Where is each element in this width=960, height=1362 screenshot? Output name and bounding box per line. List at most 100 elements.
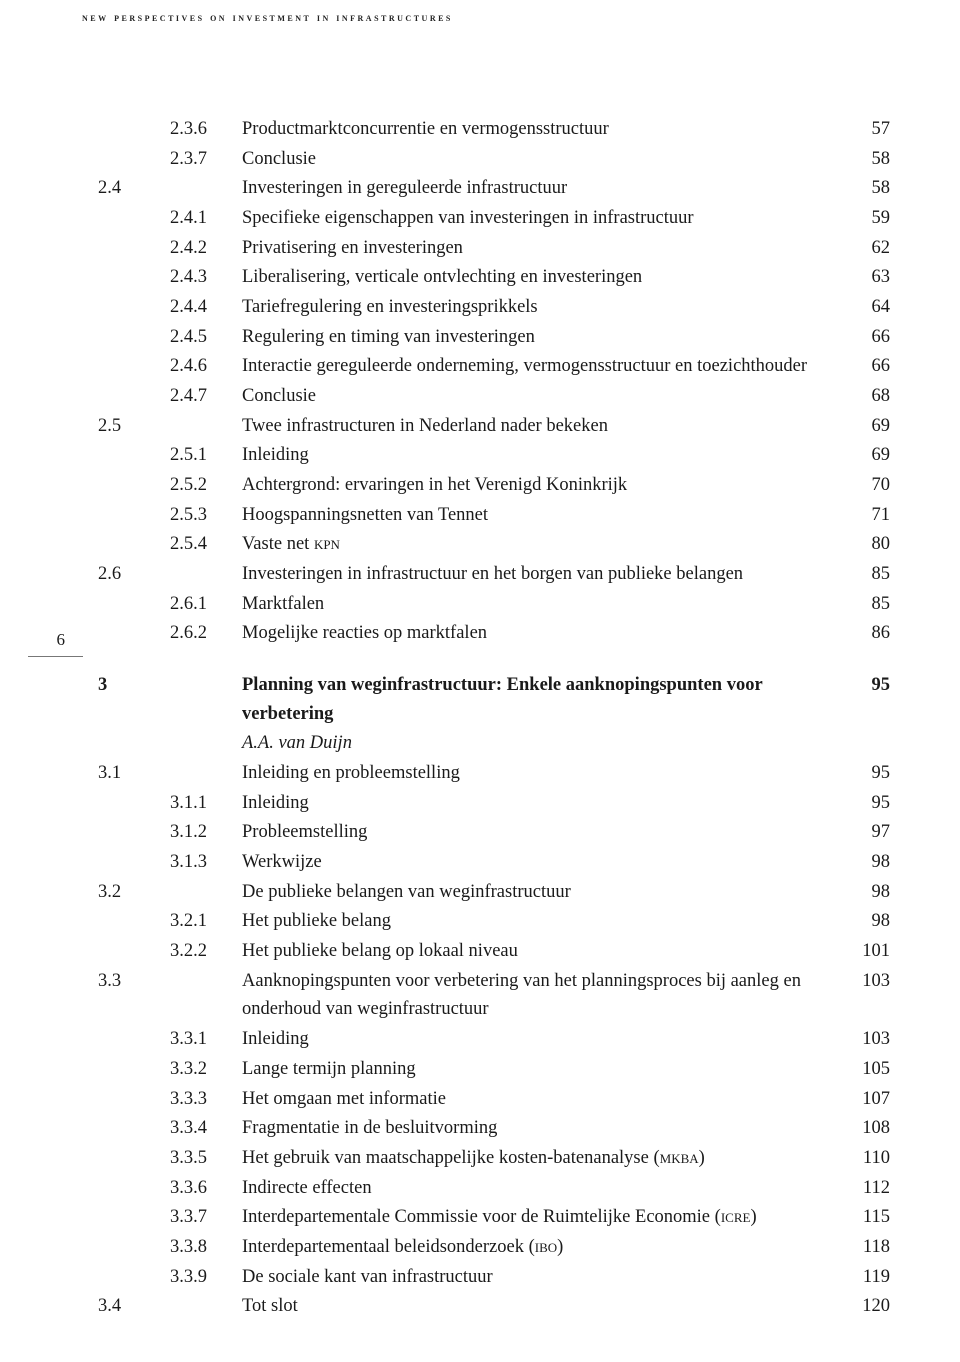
toc-entry-title: Tariefregulering en investeringsprikkels xyxy=(242,293,840,322)
toc-row: 3.1Inleiding en probleemstelling95 xyxy=(170,759,890,788)
toc-row: 2.3.7Conclusie58 xyxy=(170,145,890,174)
toc-row: 3.2.2Het publieke belang op lokaal nivea… xyxy=(170,937,890,966)
toc-entry-number: 2.5.4 xyxy=(170,530,242,559)
toc-entry-number: 2.3.7 xyxy=(170,145,242,174)
toc-entry-number: 2.6 xyxy=(98,560,242,589)
toc-row: 2.4.4Tariefregulering en investeringspri… xyxy=(170,293,890,322)
toc-row: 3.3.4Fragmentatie in de besluitvorming10… xyxy=(170,1114,890,1143)
toc-entry-title: Privatisering en investeringen xyxy=(242,234,840,263)
toc-row: 2.6.2Mogelijke reacties op marktfalen86 xyxy=(170,619,890,648)
toc-entry-number: 2.4 xyxy=(98,174,242,203)
toc-entry-page: 58 xyxy=(840,145,890,174)
toc-row: 2.4.5Regulering en timing van investerin… xyxy=(170,323,890,352)
toc-entry-page: 112 xyxy=(840,1174,890,1203)
toc-entry-page: 98 xyxy=(840,878,890,907)
toc-entry-title: Planning van weginfrastructuur: Enkele a… xyxy=(242,671,840,728)
toc-entry-page: 115 xyxy=(840,1203,890,1232)
toc-entry-page: 62 xyxy=(840,234,890,263)
toc-entry-page: 69 xyxy=(840,441,890,470)
toc-entry-number: 3.3.8 xyxy=(170,1233,242,1262)
toc-entry-number: 3.1.1 xyxy=(170,789,242,818)
toc-entry-title: Tot slot xyxy=(242,1292,840,1321)
toc-row: 3.4Tot slot120 xyxy=(170,1292,890,1321)
toc-entry-page: 101 xyxy=(840,937,890,966)
toc-entry-title: Inleiding en probleemstelling xyxy=(242,759,840,788)
toc-entry-page: 103 xyxy=(840,1025,890,1054)
toc-row: 2.5.4Vaste net kpn80 xyxy=(170,530,890,559)
toc-row: 3.1.2Probleemstelling97 xyxy=(170,818,890,847)
toc-entry-number: 2.4.6 xyxy=(170,352,242,381)
table-of-contents: 2.3.6Productmarktconcurrentie en vermoge… xyxy=(170,115,890,1321)
toc-row: 3.3.8Interdepartementaal beleidsonderzoe… xyxy=(170,1233,890,1262)
toc-entry-page: 63 xyxy=(840,263,890,292)
toc-entry-page: 118 xyxy=(840,1233,890,1262)
toc-entry-title: Het omgaan met informatie xyxy=(242,1085,840,1114)
toc-entry-number: 3.3.4 xyxy=(170,1114,242,1143)
page-number: 6 xyxy=(40,630,65,657)
toc-row: A.A. van Duijn xyxy=(170,729,890,758)
toc-entry-page: 66 xyxy=(840,352,890,381)
toc-row: 2.6Investeringen in infrastructuur en he… xyxy=(170,560,890,589)
toc-entry-page: 98 xyxy=(840,848,890,877)
toc-row: 3.3.1Inleiding103 xyxy=(170,1025,890,1054)
toc-entry-number: 2.6.2 xyxy=(170,619,242,648)
toc-row: 3.3Aanknopingspunten voor verbetering va… xyxy=(170,967,890,1024)
toc-entry-number: 3.1.2 xyxy=(170,818,242,847)
toc-entry-number: 2.4.7 xyxy=(170,382,242,411)
toc-entry-title: Aanknopingspunten voor verbetering van h… xyxy=(242,967,840,1024)
toc-entry-number: 2.4.2 xyxy=(170,234,242,263)
toc-entry-title: Werkwijze xyxy=(242,848,840,877)
toc-entry-page: 85 xyxy=(840,590,890,619)
toc-entry-title: Achtergrond: ervaringen in het Verenigd … xyxy=(242,471,840,500)
toc-entry-title: Productmarktconcurrentie en vermogensstr… xyxy=(242,115,840,144)
toc-entry-number: 3.3.6 xyxy=(170,1174,242,1203)
toc-entry-number: 3.3.3 xyxy=(170,1085,242,1114)
toc-row: 3.2De publieke belangen van weginfrastru… xyxy=(170,878,890,907)
toc-entry-number: 3 xyxy=(98,671,242,700)
toc-entry-number: 2.6.1 xyxy=(170,590,242,619)
toc-entry-title: Vaste net kpn xyxy=(242,530,840,559)
toc-entry-page: 69 xyxy=(840,412,890,441)
toc-entry-page: 85 xyxy=(840,560,890,589)
toc-entry-number: 2.5 xyxy=(98,412,242,441)
toc-entry-page: 64 xyxy=(840,293,890,322)
toc-row: 3Planning van weginfrastructuur: Enkele … xyxy=(170,671,890,728)
toc-entry-title: Specifieke eigenschappen van investering… xyxy=(242,204,840,233)
toc-entry-page: 105 xyxy=(840,1055,890,1084)
toc-entry-title: De sociale kant van infrastructuur xyxy=(242,1263,840,1292)
toc-entry-title: Inleiding xyxy=(242,1025,840,1054)
toc-entry-number: 2.4.5 xyxy=(170,323,242,352)
toc-entry-page: 103 xyxy=(840,967,890,996)
toc-entry-page: 98 xyxy=(840,907,890,936)
toc-entry-title: Indirecte effecten xyxy=(242,1174,840,1203)
toc-row: 3.3.9De sociale kant van infrastructuur1… xyxy=(170,1263,890,1292)
toc-entry-number: 2.5.2 xyxy=(170,471,242,500)
toc-row: 2.3.6Productmarktconcurrentie en vermoge… xyxy=(170,115,890,144)
toc-entry-number: 3.3.9 xyxy=(170,1263,242,1292)
toc-entry-title: Investeringen in gereguleerde infrastruc… xyxy=(242,174,840,203)
toc-entry-page: 108 xyxy=(840,1114,890,1143)
toc-entry-number: 2.5.1 xyxy=(170,441,242,470)
toc-row: 3.3.5Het gebruik van maatschappelijke ko… xyxy=(170,1144,890,1173)
toc-entry-title: Marktfalen xyxy=(242,590,840,619)
toc-entry-title: Fragmentatie in de besluitvorming xyxy=(242,1114,840,1143)
toc-entry-page: 57 xyxy=(840,115,890,144)
toc-row: 3.1.1Inleiding95 xyxy=(170,789,890,818)
toc-entry-title: Probleemstelling xyxy=(242,818,840,847)
toc-row: 3.3.6Indirecte effecten112 xyxy=(170,1174,890,1203)
toc-row: 2.6.1Marktfalen85 xyxy=(170,590,890,619)
toc-entry-number: 2.4.3 xyxy=(170,263,242,292)
toc-row: 2.4.6Interactie gereguleerde onderneming… xyxy=(170,352,890,381)
toc-row: 2.5.1Inleiding69 xyxy=(170,441,890,470)
toc-entry-title: De publieke belangen van weginfrastructu… xyxy=(242,878,840,907)
toc-row: 3.2.1Het publieke belang98 xyxy=(170,907,890,936)
toc-row: 3.1.3Werkwijze98 xyxy=(170,848,890,877)
toc-row: 3.3.7Interdepartementale Commissie voor … xyxy=(170,1203,890,1232)
toc-entry-page: 68 xyxy=(840,382,890,411)
toc-entry-number: 3.1 xyxy=(98,759,242,788)
toc-entry-number: 3.3.5 xyxy=(170,1144,242,1173)
toc-row: 3.3.3Het omgaan met informatie107 xyxy=(170,1085,890,1114)
toc-row: 2.4.7Conclusie68 xyxy=(170,382,890,411)
toc-entry-number: 3.2.1 xyxy=(170,907,242,936)
toc-entry-number: 2.4.4 xyxy=(170,293,242,322)
